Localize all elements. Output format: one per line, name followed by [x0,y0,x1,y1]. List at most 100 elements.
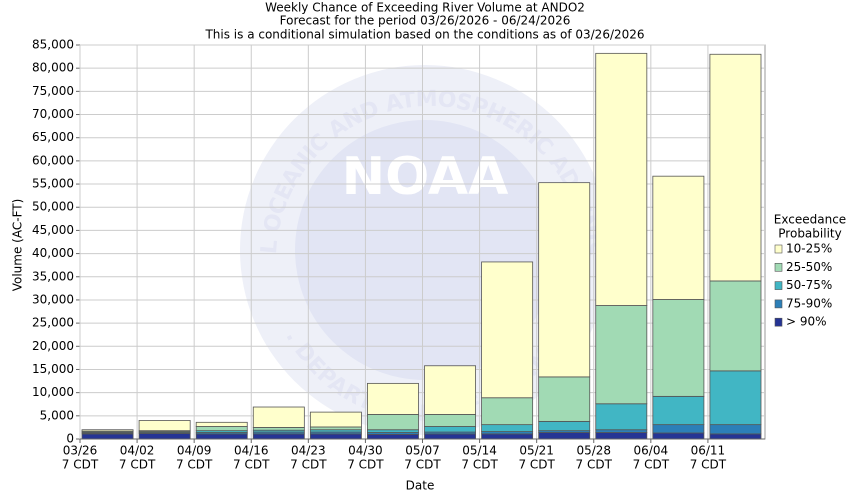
bar-segment [709,370,762,426]
x-tick-label: 04/02 [120,444,155,458]
y-tick-label: 45,000 [32,223,74,237]
bar-segment [195,426,248,432]
bar-segment [424,414,476,427]
bar-segment [709,433,762,440]
bar-segment [652,395,705,426]
y-tick-label: 0 [66,432,74,446]
legend-swatch [774,244,783,254]
legend-label: 25-50% [786,260,832,274]
y-tick-label: 60,000 [32,153,74,167]
legend-label: 10-25% [786,242,832,256]
x-tick-label: 04/30 [348,444,383,458]
y-tick-label: 40,000 [32,246,74,260]
y-tick-label: 15,000 [32,362,74,376]
bar-segment [481,433,534,440]
y-tick-label: 30,000 [32,292,74,306]
y-tick-label: 80,000 [32,61,74,75]
x-tick-label: 04/16 [234,444,269,458]
bar-segment [652,175,705,300]
y-tick-label: 5,000 [40,408,74,422]
x-tick-label: 05/28 [576,444,611,458]
bar-segment [252,427,305,431]
x-tick-label: 05/21 [519,444,554,458]
bar-segment [709,424,762,435]
y-tick-label: 50,000 [32,200,74,214]
x-axis-label: Date [406,479,435,493]
y-tick-label: 10,000 [32,385,74,399]
bar-segment [309,433,362,440]
legend-swatch [774,281,783,290]
bar-segment [424,433,476,440]
x-tick-sublabel: 7 CDT [518,458,555,472]
legend-title: Exceedance [774,213,846,227]
y-tick-label: 55,000 [32,177,74,191]
bar-segment [195,421,248,427]
y-tick-label: 75,000 [32,84,74,98]
chart-note: This is a conditional simulation based o… [204,28,644,42]
legend-label: > 90% [786,315,827,329]
bar-segment [652,432,705,440]
bar-segment [595,432,648,440]
bar-segment [81,433,134,440]
x-tick-sublabel: 7 CDT [62,458,99,472]
legend-label: 50-75% [786,278,832,292]
bar-segment [595,403,648,431]
bar-segment [367,429,419,433]
bar-segment [709,280,762,372]
bar-segment [538,376,591,422]
x-tick-sublabel: 7 CDT [633,458,670,472]
x-tick-sublabel: 7 CDT [176,458,213,472]
x-tick-sublabel: 7 CDT [690,458,727,472]
x-tick-label: 04/23 [291,444,326,458]
x-tick-label: 04/09 [177,444,212,458]
bar-segment [81,429,134,432]
bar-segment [595,52,648,306]
y-tick-label: 70,000 [32,107,74,121]
bar-segment [309,411,362,428]
bar-segment [652,424,705,434]
legend-swatch [774,299,783,309]
bar-segment [538,420,591,432]
y-tick-label: 20,000 [32,339,74,353]
x-tick-sublabel: 7 CDT [461,458,498,472]
legend-title: Probability [778,227,841,241]
x-tick-label: 03/26 [63,444,98,458]
bar-segment [424,365,476,415]
y-tick-label: 25,000 [32,316,74,330]
bar-segment [481,424,534,432]
x-tick-label: 05/07 [405,444,440,458]
bar-segment [195,433,248,440]
y-tick-label: 65,000 [32,130,74,144]
x-tick-label: 06/04 [634,444,669,458]
bar-segment [481,397,534,426]
bar-segment [424,426,476,433]
bar-segment [252,433,305,440]
bar-segment [481,261,534,399]
x-tick-label: 06/11 [691,444,726,458]
x-tick-sublabel: 7 CDT [576,458,613,472]
bar-segment [138,433,191,440]
bar-segment [595,429,648,433]
x-tick-label: 05/14 [462,444,497,458]
bar-segment [367,433,419,440]
x-tick-sublabel: 7 CDT [233,458,270,472]
x-tick-sublabel: 7 CDT [347,458,384,472]
bar-segment [709,53,762,282]
x-tick-sublabel: 7 CDT [290,458,327,472]
legend-swatch [774,262,783,272]
bar-segment [367,382,419,415]
bar-segment [595,305,648,405]
legend-label: 75-90% [786,296,832,310]
y-tick-label: 35,000 [32,269,74,283]
bar-segment [652,299,705,397]
y-tick-label: 85,000 [32,38,74,52]
bar-segment [367,414,419,431]
chart-subtitle: Forecast for the period 03/26/2026 - 06/… [280,14,571,28]
y-axis-label: Volume (AC-FT) [11,199,25,292]
bar-segment [538,182,591,378]
watermark-logo: NOAA [342,147,509,207]
chart-title: Weekly Chance of Exceeding River Volume … [265,1,585,15]
legend-swatch [774,317,783,327]
bar-segment [138,420,191,432]
